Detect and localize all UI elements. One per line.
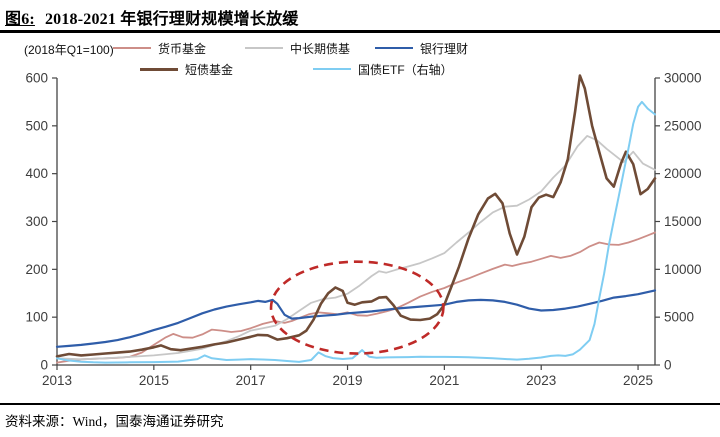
left-axis-tick-label: 500	[25, 118, 48, 133]
series-line-short-bond-fund	[55, 74, 657, 358]
title-divider: 图6: 2018-2021 年银行理财规模增长放缓	[0, 0, 720, 33]
right-axis-tick-label: 30000	[664, 71, 702, 86]
highlight-ellipse-annotation	[269, 260, 445, 355]
x-axis-tick-label: 2023	[526, 373, 556, 388]
x-axis-tick-label: 2013	[42, 373, 72, 388]
treasury-etf-line-swatch	[313, 67, 351, 71]
legend-item-bank-wealth-mgmt: 银行理财	[375, 41, 469, 56]
series-line-bank-wealth-mgmt	[55, 289, 657, 348]
legend-label: 国债ETF（右轴）	[358, 62, 453, 77]
right-axis-tick-label: 10000	[664, 262, 702, 277]
figure-title-text: 2018-2021 年银行理财规模增长放缓	[44, 11, 299, 28]
legend-label: 货币基金	[158, 41, 207, 56]
legend-label: 中长期债基	[290, 41, 351, 56]
legend-label: 短债基金	[185, 62, 234, 77]
x-axis-tick-label: 2019	[333, 373, 363, 388]
right-axis-tick-label: 0	[664, 358, 672, 373]
source-divider: 资料来源：Wind，国泰海通证券研究	[0, 403, 720, 430]
mid-long-bond-line-swatch	[245, 46, 283, 50]
series-line-treasury-etf	[56, 100, 656, 364]
right-axis-tick-label: 25000	[664, 118, 702, 133]
x-axis-tick-label: 2017	[236, 373, 266, 388]
series-line-money-fund	[56, 231, 656, 364]
legend-label: 银行理财	[420, 41, 469, 56]
left-axis-tick-label: 400	[25, 166, 48, 181]
short-bond-line-swatch	[140, 67, 178, 71]
legend-item-mid-long-bond-fund: 中长期债基	[245, 41, 351, 56]
legend-item-short-bond-fund: 短债基金	[140, 62, 234, 77]
figure-title: 图6: 2018-2021 年银行理财规模增长放缓	[5, 5, 298, 29]
x-axis-tick-label: 2025	[623, 373, 653, 388]
left-axis-tick-label: 200	[25, 262, 48, 277]
left-axis-tick-label: 100	[25, 310, 48, 325]
right-axis-tick-label: 5000	[664, 310, 694, 325]
money-fund-line-swatch	[113, 46, 151, 50]
left-axis-tick-label: 600	[25, 71, 48, 86]
right-axis-tick-label: 20000	[664, 166, 702, 181]
right-axis-tick-label: 15000	[664, 214, 702, 229]
figure-number: 图6:	[5, 11, 35, 28]
x-axis-tick-label: 2021	[429, 373, 459, 388]
legend-item-money-fund: 货币基金	[113, 41, 207, 56]
legend-item-treasury-etf: 国债ETF（右轴）	[313, 62, 453, 77]
left-axis-tick-label: 0	[40, 358, 48, 373]
x-axis-tick-label: 2015	[139, 373, 169, 388]
index-base-note: (2018年Q1=100)	[24, 43, 114, 57]
bank-wealth-line-swatch	[375, 46, 413, 50]
left-axis-tick-label: 300	[25, 214, 48, 229]
data-source: 资料来源：Wind，国泰海通证券研究	[5, 414, 224, 429]
